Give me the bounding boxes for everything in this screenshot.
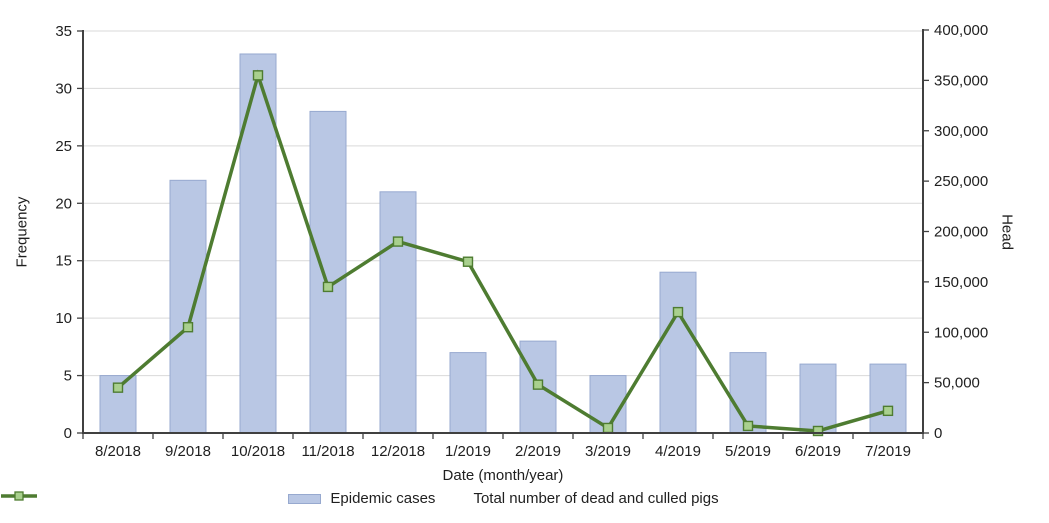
marker-3/2019: [602, 422, 614, 434]
left-tick-label: 0: [64, 425, 72, 442]
x-tick-label: 4/2019: [655, 443, 701, 460]
bar-9/2018: [169, 179, 207, 434]
x-tick-label: 11/2018: [301, 443, 354, 460]
left-tick-label: 30: [55, 80, 72, 97]
bar-5/2019: [729, 352, 767, 434]
x-tick-label: 9/2018: [165, 443, 211, 460]
x-tick-label: 6/2019: [795, 443, 841, 460]
right-tick-label: 50,000: [934, 375, 980, 392]
right-tick-label: 200,000: [934, 224, 988, 241]
right-tick-label: 0: [934, 425, 942, 442]
marker-11/2018: [322, 281, 334, 293]
bar-7/2019: [869, 363, 907, 434]
left-tick-label: 25: [55, 138, 72, 155]
right-tick-label: 250,000: [934, 173, 988, 190]
legend-label-dead-culled-pigs: Total number of dead and culled pigs: [473, 490, 719, 507]
line-series: [116, 69, 890, 433]
marker-12/2018: [392, 236, 404, 247]
left-tick-label: 5: [64, 368, 72, 385]
bar-12/2018: [379, 191, 417, 434]
legend-item-dead-culled-pigs: Total number of dead and culled pigs: [1, 490, 719, 507]
chart-canvas: 0 5 10 15 20 25 30 35 0 50,000 100,000 150,000 200,0…: [55, 22, 988, 460]
marker-10/2018: [252, 70, 264, 81]
marker-9/2018: [182, 322, 194, 333]
x-tick-label: 1/2019: [445, 443, 491, 460]
x-tick-label: 10/2018: [231, 443, 285, 460]
x-tick-label: 12/2018: [371, 443, 425, 460]
left-tick-label: 20: [55, 195, 72, 212]
marker-2/2019: [532, 379, 544, 390]
marker-1/2019: [462, 256, 474, 267]
x-tick-label: 3/2019: [585, 443, 631, 460]
left-tick-label: 10: [55, 310, 72, 327]
bar-6/2019: [799, 363, 837, 434]
line-swatch-icon: [1, 491, 37, 501]
legend: Epidemic cases Total number of dead and …: [0, 490, 1049, 507]
legend-label-epidemic-cases: Epidemic cases: [330, 490, 436, 507]
right-tick-label: 400,000: [934, 22, 988, 39]
x-axis-title: Date (month/year): [442, 467, 564, 484]
marker-7/2019: [882, 405, 894, 417]
marker-6/2019: [812, 425, 824, 437]
x-tick-label: 2/2019: [515, 443, 561, 460]
right-axis-title: Head: [998, 214, 1016, 250]
left-axis-title: Frequency: [13, 196, 31, 268]
bar-swatch-icon: [288, 493, 322, 504]
x-tick-label: 7/2019: [865, 443, 911, 460]
legend-item-epidemic-cases: Epidemic cases: [288, 490, 435, 507]
left-tick-label: 35: [55, 23, 72, 40]
marker-5/2019: [742, 420, 754, 432]
right-tick-label: 300,000: [934, 123, 988, 140]
right-tick-label: 350,000: [934, 72, 988, 89]
marker-8/2018: [112, 382, 124, 393]
bar-11/2018: [309, 110, 347, 434]
x-tick-label: 5/2019: [725, 443, 771, 460]
left-tick-label: 15: [55, 253, 72, 270]
right-tick-label: 100,000: [934, 324, 988, 341]
right-tick-label: 150,000: [934, 274, 988, 291]
bar-4/2019: [659, 271, 697, 434]
x-tick-label: 8/2018: [95, 443, 141, 460]
bar-1/2019: [449, 352, 487, 434]
marker-4/2019: [672, 306, 684, 318]
